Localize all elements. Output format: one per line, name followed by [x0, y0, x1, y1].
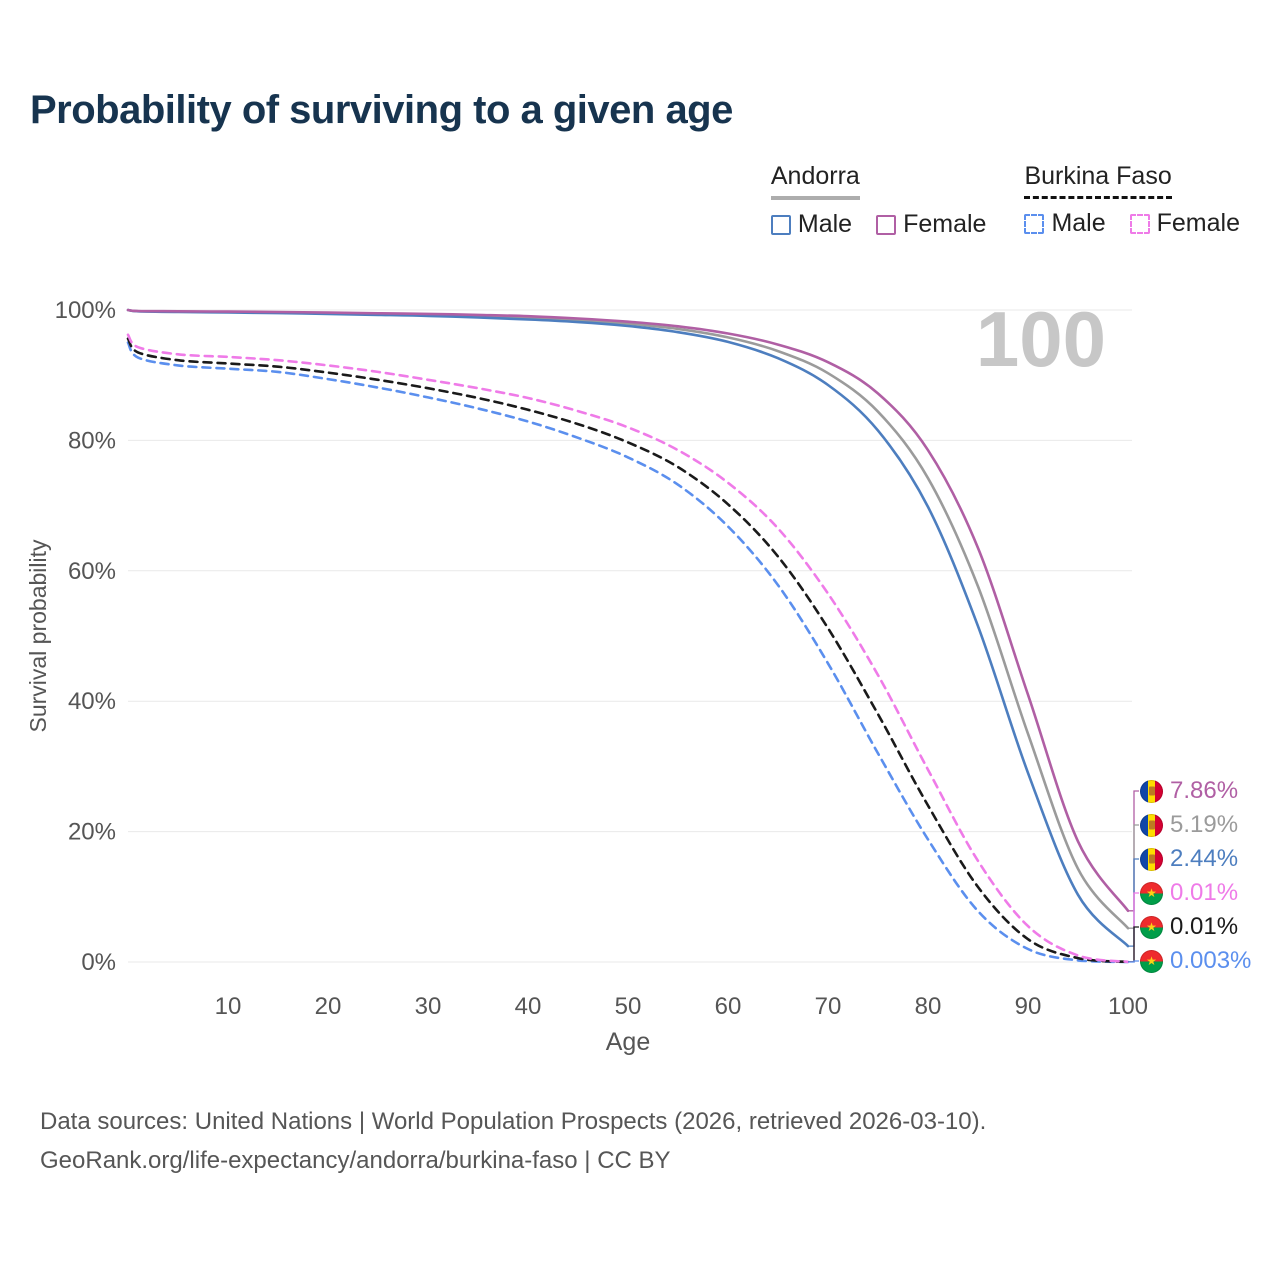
svg-text:60: 60: [715, 993, 742, 1020]
svg-text:10: 10: [215, 993, 242, 1020]
legend-label-burkina-faso-male: Male: [1051, 209, 1106, 237]
series-line-burkina-faso-both[interactable]: [126, 337, 1130, 964]
legend-entry-burkina-faso-male[interactable]: Male: [1024, 209, 1106, 238]
burkina-faso-female-swatch-icon: [1129, 213, 1150, 234]
legend-entry-andorra-male[interactable]: Male: [770, 210, 853, 239]
axis-tick-labels: 0% 20% 40% 60% 80% 100% 10 20 30 40 50 60 70 80 90 100: [55, 297, 1148, 1020]
svg-text:60%: 60%: [68, 558, 116, 585]
legend-label-andorra-male: Male: [797, 210, 853, 238]
x-axis-title: Age: [606, 1028, 650, 1056]
legend-heading-burkina-faso: Burkina Faso: [1024, 162, 1172, 199]
legend-entries-burkina-faso: Male Female: [1024, 209, 1240, 238]
legend-entry-andorra-female[interactable]: Female: [876, 210, 986, 239]
svg-text:50: 50: [615, 993, 642, 1020]
svg-text:40%: 40%: [68, 688, 116, 715]
series-line-burkina-faso-female[interactable]: [126, 333, 1130, 964]
svg-text:100: 100: [1108, 993, 1148, 1020]
chart-legend: Andorra Male Female Burkina Faso Male: [770, 162, 1240, 239]
svg-text:20%: 20%: [68, 819, 116, 846]
svg-text:70: 70: [815, 993, 842, 1020]
burkina-faso-male-swatch-icon: [1024, 213, 1045, 234]
legend-heading-andorra: Andorra: [770, 162, 860, 200]
series-line-andorra-both[interactable]: [126, 308, 1130, 930]
hover-age-watermark: 100: [976, 295, 1106, 383]
series-line-burkina-faso-male[interactable]: [126, 341, 1130, 964]
y-axis-title: Survival probability: [25, 539, 51, 733]
svg-text:100%: 100%: [55, 297, 116, 324]
svg-text:30: 30: [415, 993, 442, 1020]
series-lines: [126, 308, 1130, 964]
svg-text:0%: 0%: [81, 949, 116, 976]
gridlines: [128, 309, 1132, 963]
andorra-male-swatch-icon: [770, 214, 791, 235]
legend-entry-burkina-faso-female[interactable]: Female: [1129, 209, 1240, 238]
svg-text:80%: 80%: [68, 427, 116, 454]
series-line-andorra-male[interactable]: [126, 308, 1130, 948]
endpoint-leader-lines: [1128, 790, 1139, 963]
legend-entries-andorra: Male Female: [770, 210, 986, 239]
legend-group-burkina-faso: Burkina Faso Male Female: [1024, 162, 1240, 239]
footer: Data sources: United Nations | World Pop…: [40, 1102, 986, 1180]
svg-text:80: 80: [915, 993, 942, 1020]
source-url-text: GeoRank.org/life-expectancy/andorra/burk…: [40, 1147, 671, 1174]
svg-text:40: 40: [515, 993, 542, 1020]
series-line-andorra-female[interactable]: [126, 308, 1130, 913]
svg-text:90: 90: [1015, 993, 1042, 1020]
svg-text:20: 20: [315, 993, 342, 1020]
legend-group-andorra: Andorra Male Female: [770, 162, 986, 239]
andorra-female-swatch-icon: [876, 214, 897, 235]
legend-label-andorra-female: Female: [903, 210, 987, 238]
data-sources-text: Data sources: United Nations | World Pop…: [40, 1108, 987, 1135]
legend-label-burkina-faso-female: Female: [1156, 209, 1240, 237]
page-title: Probability of surviving to a given age: [30, 88, 733, 132]
